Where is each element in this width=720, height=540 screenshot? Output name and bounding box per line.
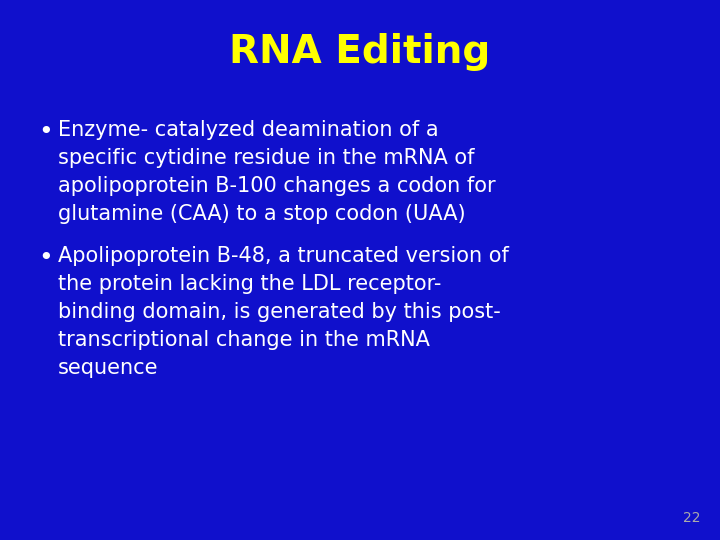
Text: specific cytidine residue in the mRNA of: specific cytidine residue in the mRNA of xyxy=(58,148,474,168)
Text: the protein lacking the LDL receptor-: the protein lacking the LDL receptor- xyxy=(58,274,441,294)
Text: 22: 22 xyxy=(683,511,700,525)
Text: binding domain, is generated by this post-: binding domain, is generated by this pos… xyxy=(58,302,500,322)
Text: sequence: sequence xyxy=(58,358,158,378)
Text: •: • xyxy=(38,120,53,144)
Text: transcriptional change in the mRNA: transcriptional change in the mRNA xyxy=(58,330,430,350)
Text: Enzyme- catalyzed deamination of a: Enzyme- catalyzed deamination of a xyxy=(58,120,438,140)
Text: Apolipoprotein B-48, a truncated version of: Apolipoprotein B-48, a truncated version… xyxy=(58,246,509,266)
Text: apolipoprotein B-100 changes a codon for: apolipoprotein B-100 changes a codon for xyxy=(58,176,495,196)
Text: glutamine (CAA) to a stop codon (UAA): glutamine (CAA) to a stop codon (UAA) xyxy=(58,204,466,224)
Text: •: • xyxy=(38,246,53,270)
Text: RNA Editing: RNA Editing xyxy=(230,33,490,71)
